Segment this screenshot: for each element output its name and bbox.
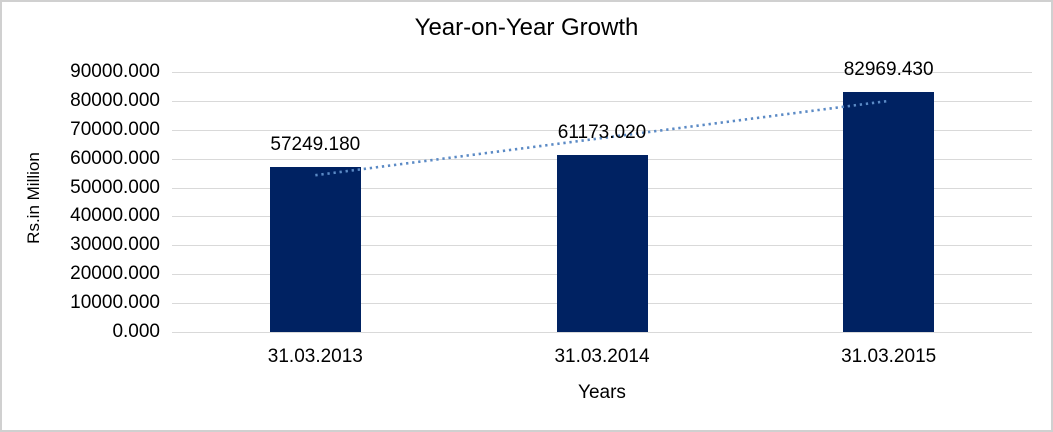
bar-value-label: 82969.430 [843, 59, 934, 81]
bar-value-label: 61173.020 [557, 122, 647, 144]
y-tick-label: 90000.000 [70, 61, 160, 82]
bar-value-label: 57249.180 [270, 133, 361, 155]
y-tick-label: 50000.000 [70, 176, 160, 198]
gridline [172, 129, 1032, 131]
y-tick-label: 80000.000 [70, 89, 160, 111]
y-tick-label: 40000.000 [70, 205, 160, 227]
y-tick-label: 60000.000 [70, 147, 160, 169]
trendline [315, 99, 889, 177]
bar [556, 155, 648, 332]
gridline [172, 332, 1032, 333]
plot-area [172, 72, 1032, 333]
x-tick-label: 31.03.2014 [554, 346, 650, 367]
x-tick-label: 31.03.2015 [841, 346, 937, 367]
y-tick-label: 10000.000 [70, 292, 160, 314]
y-tick-label: 20000.000 [70, 263, 160, 285]
bar [269, 166, 361, 332]
y-tick-label: 30000.000 [70, 234, 160, 256]
gridline [172, 100, 1032, 102]
chart-title: Year-on-Year Growth [414, 14, 639, 41]
x-tick-label: 31.03.2013 [267, 346, 363, 367]
x-axis-title: Years [578, 382, 626, 403]
y-tick-label: 70000.000 [70, 118, 160, 140]
bar [843, 92, 935, 332]
gridline [172, 72, 1032, 73]
y-tick-label: 0.000 [112, 321, 160, 342]
